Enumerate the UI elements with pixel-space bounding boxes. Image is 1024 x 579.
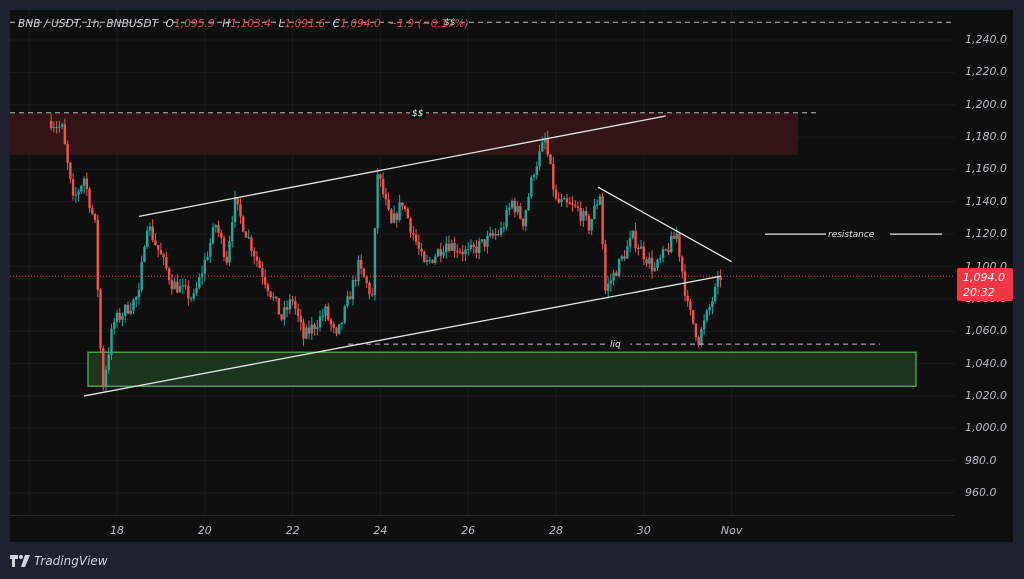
price-tick-label: 1,240.0 <box>965 33 1007 46</box>
high-label: H <box>222 18 231 30</box>
current-price-tag: 1,094.0 20:32 <box>957 268 1013 301</box>
high-value: 1,103.4 <box>230 18 272 30</box>
time-tick-label: 22 <box>285 524 300 537</box>
close-label: C <box>332 18 341 30</box>
supply-zone <box>10 112 798 155</box>
tradingview-logo-icon <box>10 555 30 567</box>
candles <box>49 113 722 393</box>
resistance-label: resistance <box>828 230 875 240</box>
time-tick-label: 26 <box>461 524 476 537</box>
zones <box>10 112 917 387</box>
symbol-title: BNB / USDT, 1h, BNBUSDT <box>18 18 159 30</box>
change-value: −1.9 (−0.17%) <box>388 18 469 30</box>
price-tick-label: 1,200.0 <box>965 97 1007 111</box>
low-label: L <box>278 18 285 30</box>
price-tick-label: 1,060.0 <box>965 324 1007 338</box>
trendlines[interactable] <box>10 21 955 397</box>
time-tick-label: 18 <box>110 524 124 537</box>
price-tick-label: 1,000.0 <box>965 421 1007 435</box>
low-value: 1,091.6 <box>284 18 326 30</box>
tradingview-brand: TradingView <box>34 554 108 568</box>
candlestick-chart[interactable]: $$ $$ resistance liq <box>10 10 955 515</box>
time-tick-label: 24 <box>373 524 388 537</box>
time-tick-label: 28 <box>549 524 563 537</box>
current-price: 1,094.0 <box>963 271 1005 284</box>
footer-branding[interactable]: TradingView <box>10 552 108 570</box>
chart-panel[interactable]: $$ $$ resistance liq BNB / USDT, 1h, BNBUSD… <box>10 10 1013 542</box>
grid-lines <box>10 10 955 515</box>
annotation-labels: $$ $$ resistance liq <box>410 17 890 351</box>
price-tick-label: 960.0 <box>965 486 997 499</box>
price-tick-label: 980.0 <box>965 453 997 467</box>
price-tick-label: 1,020.0 <box>965 388 1007 402</box>
demand-zone <box>87 351 917 387</box>
price-tick-label: 1,040.0 <box>965 356 1007 370</box>
time-tick-label: 20 <box>197 524 212 537</box>
price-tick-label: 1,180.0 <box>965 130 1007 144</box>
trendline <box>138 115 666 217</box>
close-value: 1,094.0 <box>340 18 381 30</box>
symbol-legend[interactable]: BNB / USDT, 1h, BNBUSDT O1,095.9 H1,103.… <box>18 18 469 30</box>
trendline <box>83 275 721 397</box>
price-tick-label: 1,120.0 <box>965 227 1007 241</box>
time-tick-label: Nov <box>720 524 743 537</box>
price-tick-label: 1,140.0 <box>965 194 1007 208</box>
time-axis[interactable]: 18 20 22 24 26 28 30 Nov <box>10 515 955 543</box>
price-tick-label: 1,160.0 <box>965 162 1007 176</box>
liq-label: liq <box>610 340 621 350</box>
top-liquidity-label: $$ <box>444 18 456 28</box>
price-axis[interactable]: 1,240.0 1,220.0 1,200.0 1,180.0 1,160.0 1,140… <box>955 10 1013 515</box>
open-value: 1,095.9 <box>174 18 215 30</box>
time-tick-label: 30 <box>636 524 651 537</box>
trendline <box>597 186 732 263</box>
candle-countdown: 20:32 <box>963 286 995 299</box>
price-tick-label: 1,220.0 <box>965 65 1007 79</box>
upper-liquidity-label: $$ <box>412 109 424 119</box>
open-label: O <box>165 18 175 30</box>
